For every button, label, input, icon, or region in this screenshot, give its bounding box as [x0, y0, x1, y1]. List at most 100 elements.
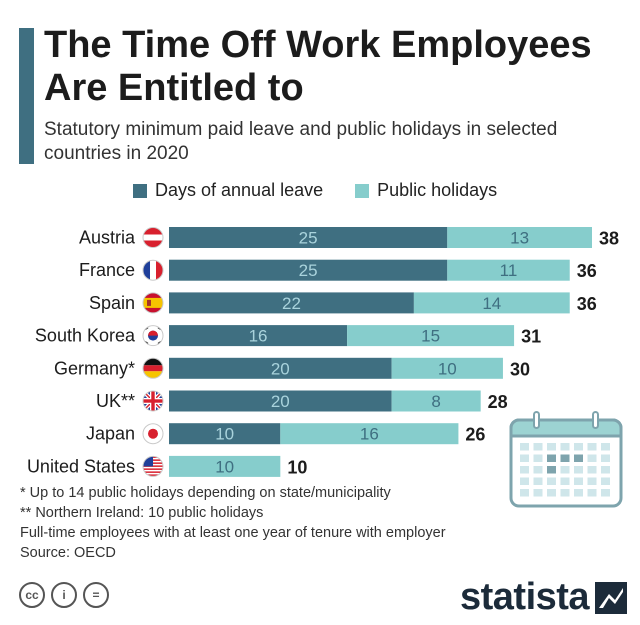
south-korea-flag-icon-ring: [142, 325, 164, 347]
uk-flag-icon: [143, 391, 163, 411]
calendar-cell: [601, 466, 610, 474]
calendar-cell: [587, 466, 597, 474]
calendar-cell: [547, 454, 556, 462]
france-flag-icon-ring: [142, 259, 164, 281]
bar-public-holidays: [413, 292, 570, 314]
austria-flag-icon: [143, 227, 163, 248]
bar-total-label: 30: [510, 359, 530, 379]
bar-annual-value: 20: [271, 359, 290, 378]
south-korea-flag-icon: [143, 325, 163, 346]
bar-annual-value: 16: [249, 327, 268, 346]
category-label: Austria: [79, 228, 136, 248]
bar-public-holidays: [391, 357, 503, 379]
calendar-cell: [520, 466, 529, 474]
germany-flag-icon: [143, 358, 163, 379]
usa-flag-icon-ring: [142, 455, 164, 477]
footnote-3: Full-time employees with at least one ye…: [20, 525, 446, 541]
bar-annual-leave: [169, 390, 392, 412]
category-label: Japan: [86, 424, 135, 444]
calendar-cell: [587, 489, 597, 497]
bar-total-label: 26: [465, 425, 485, 445]
bar-annual-leave: [169, 292, 414, 314]
calendar-cell: [587, 443, 597, 451]
calendar-cell: [601, 443, 610, 451]
calendar-cell: [533, 454, 543, 462]
statista-logo[interactable]: statista: [460, 576, 628, 619]
legend-swatch-public: [355, 183, 370, 198]
bar-annual-leave: [169, 325, 348, 347]
calendar-cell: [574, 443, 583, 451]
bar-public-holidays: [347, 325, 515, 347]
bar-annual-value: 25: [299, 261, 318, 280]
calendar-cell: [560, 454, 570, 462]
calendar-cell: [547, 477, 556, 485]
calendar-cell: [533, 477, 543, 485]
calendar-cell: [560, 443, 570, 451]
calendar-cell: [533, 489, 543, 497]
calendar-cell: [560, 489, 570, 497]
category-label: South Korea: [35, 326, 136, 346]
france-flag-icon: [143, 260, 163, 281]
bar-public-holidays: [280, 423, 459, 445]
bar-annual-leave: [169, 357, 392, 379]
austria-flag-icon-ring: [142, 227, 164, 248]
cc-icon[interactable]: cc: [19, 582, 45, 608]
bar-public-holidays: [447, 259, 570, 281]
license-icons: cc i =: [19, 582, 109, 608]
calendar-cell: [547, 466, 556, 474]
bar-total-label: 38: [599, 229, 619, 249]
legend: Days of annual leave Public holidays: [133, 180, 519, 201]
legend-swatch-annual: [133, 183, 147, 198]
calendar-cell: [574, 477, 583, 485]
calendar-cell: [520, 477, 529, 485]
calendar-cell: [560, 477, 570, 485]
legend-item-public: Public holidays: [355, 180, 497, 201]
calendar-cell: [574, 466, 583, 474]
category-label: Spain: [89, 293, 135, 313]
attribution-icon[interactable]: i: [51, 582, 77, 608]
calendar-cell: [601, 454, 610, 462]
calendar-icon: [508, 410, 626, 515]
bar-total-label: 28: [488, 392, 508, 412]
bar-public-holidays: [169, 455, 281, 477]
bar-annual-value: 22: [282, 294, 301, 313]
japan-flag-icon-ring: [142, 423, 164, 445]
legend-label-annual: Days of annual leave: [155, 180, 324, 200]
chart-subtitle: Statutory minimum paid leave and public …: [44, 119, 558, 164]
calendar-cell: [601, 489, 610, 497]
bar-chart: Austria 25 13 38 France 25 11 36 Spain 22 14 36 Sout…: [27, 227, 619, 477]
title-accent-bar: [19, 28, 34, 164]
bar-public-value: 10: [438, 359, 457, 378]
bar-annual-value: 20: [271, 392, 290, 411]
calendar-cell: [574, 489, 583, 497]
spain-flag-icon-ring: [142, 292, 164, 314]
calendar-cell: [574, 454, 583, 462]
footnote-2: ** Northern Ireland: 10 public holidays: [20, 505, 264, 521]
legend-item-annual: Days of annual leave: [133, 180, 323, 201]
category-label: France: [79, 260, 135, 280]
bar-public-value: 10: [215, 457, 234, 476]
bar-annual-leave: [169, 423, 281, 445]
calendar-cell: [520, 443, 529, 451]
chart-title: The Time Off Work Employees Are Entitled…: [44, 24, 592, 109]
calendar-cell: [547, 443, 556, 451]
category-label: UK**: [96, 391, 135, 411]
statista-mark-icon: [595, 581, 628, 614]
calendar-cell: [587, 477, 597, 485]
spain-flag-icon: [143, 292, 163, 313]
bar-public-value: 15: [421, 327, 440, 346]
bar-public-value: 11: [500, 261, 518, 280]
bar-public-value: 8: [431, 392, 440, 411]
category-label: United States: [27, 456, 135, 476]
bar-public-holidays: [447, 227, 592, 248]
calendar-cell: [560, 466, 570, 474]
calendar-cell: [601, 477, 610, 485]
bar-total-label: 36: [577, 294, 597, 314]
bar-total-label: 10: [287, 457, 307, 477]
bar-total-label: 31: [521, 327, 541, 347]
source-note: Source: OECD: [20, 545, 116, 561]
calendar-cell: [547, 489, 556, 497]
no-derivatives-icon[interactable]: =: [83, 582, 109, 608]
bar-public-holidays: [391, 390, 481, 412]
usa-flag-icon: [143, 456, 163, 477]
